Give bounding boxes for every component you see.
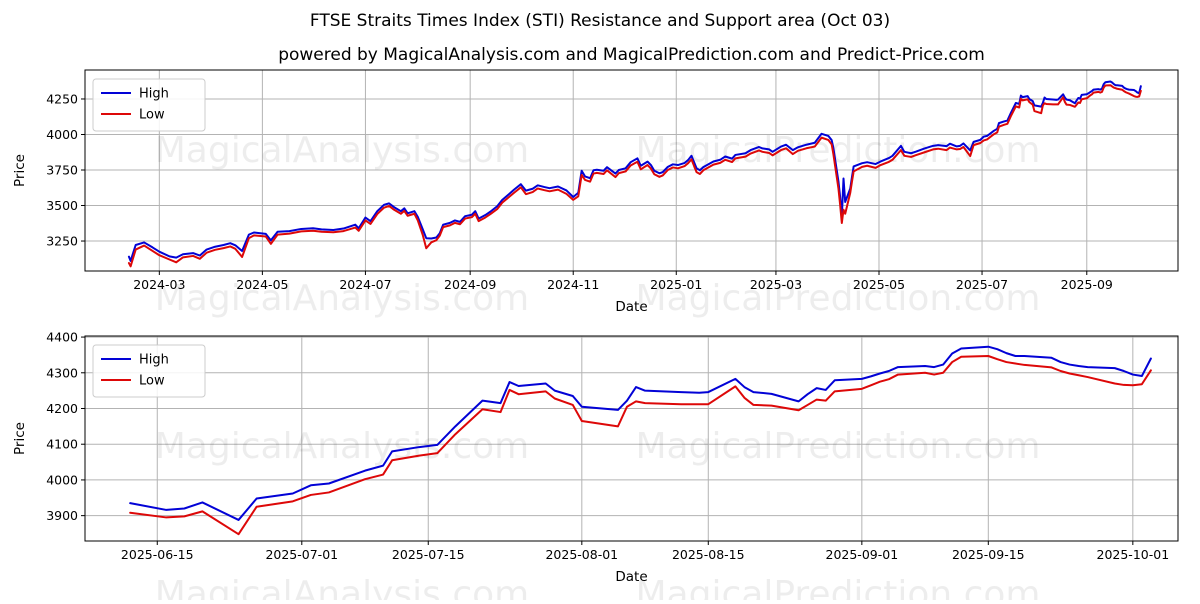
x-tick-label: 2025-06-15 (121, 547, 194, 562)
watermark-text: MagicalPrediction.com (636, 278, 1041, 319)
y-tick-label: 4400 (46, 330, 78, 345)
x-tick-label: 2025-09-01 (826, 547, 899, 562)
x-tick-label: 2024-03 (133, 277, 185, 292)
x-tick-label: 2025-01 (650, 277, 702, 292)
x-tick-label: 2025-03 (750, 277, 802, 292)
y-tick-label: 4000 (46, 472, 78, 487)
watermark-text: MagicalAnalysis.com (155, 278, 529, 319)
x-tick-label: 2024-11 (547, 277, 599, 292)
series-line-low (127, 84, 1142, 268)
series-line-high (127, 80, 1142, 262)
legend-label: High (139, 353, 169, 368)
y-tick-label: 4000 (46, 127, 78, 142)
y-axis-label: Price (12, 154, 28, 187)
figure-title: FTSE Straits Times Index (STI) Resistanc… (309, 11, 891, 31)
watermark-text: MagicalAnalysis.com (155, 130, 529, 171)
x-axis-label: Date (615, 569, 647, 585)
series-line-high (129, 345, 1152, 521)
legend-label: High (139, 87, 169, 102)
y-tick-label: 4300 (46, 365, 78, 380)
y-tick-label: 3250 (46, 234, 78, 249)
y-tick-label: 3500 (46, 198, 78, 213)
y-axis-label: Price (12, 422, 28, 455)
watermark-text: MagicalPrediction.com (636, 130, 1041, 171)
y-tick-label: 4200 (46, 401, 78, 416)
legend-label: Low (139, 108, 165, 123)
x-tick-label: 2025-08-15 (672, 547, 745, 562)
x-tick-label: 2024-09 (444, 277, 496, 292)
watermark-text: MagicalAnalysis.com (155, 426, 529, 467)
x-tick-label: 2025-07 (956, 277, 1008, 292)
x-tick-label: 2025-10-01 (1097, 547, 1170, 562)
x-tick-label: 2025-07-01 (265, 547, 338, 562)
x-tick-label: 2025-09 (1061, 277, 1113, 292)
figure-subtitle: powered by MagicalAnalysis.com and Magic… (278, 45, 985, 65)
y-tick-label: 4250 (46, 91, 78, 106)
x-tick-label: 2025-09-15 (952, 547, 1025, 562)
x-tick-label: 2025-07-15 (392, 547, 465, 562)
y-tick-label: 3750 (46, 163, 78, 178)
legend-label: Low (139, 374, 165, 389)
x-axis-label: Date (615, 299, 647, 315)
watermark-text: MagicalAnalysis.com (155, 574, 529, 600)
x-tick-label: 2025-05 (853, 277, 905, 292)
watermark-text: MagicalPrediction.com (636, 426, 1041, 467)
x-tick-label: 2025-08-01 (545, 547, 618, 562)
y-tick-label: 4100 (46, 437, 78, 452)
x-tick-label: 2024-07 (339, 277, 391, 292)
series-line-low (129, 355, 1152, 536)
watermark-text: MagicalPrediction.com (636, 574, 1041, 600)
x-tick-label: 2024-05 (236, 277, 288, 292)
axis-spine (84, 335, 1179, 542)
y-tick-label: 3900 (46, 508, 78, 523)
